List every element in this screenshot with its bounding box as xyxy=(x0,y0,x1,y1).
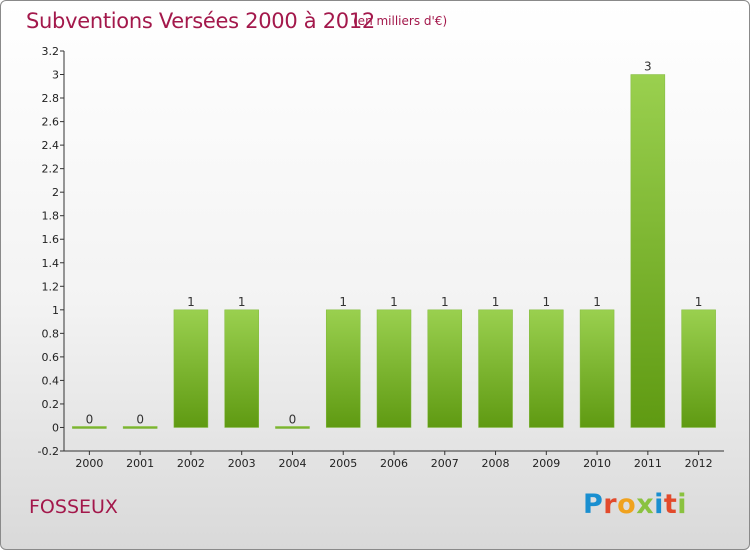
logo-letter: x xyxy=(636,489,655,520)
y-tick-label: 3 xyxy=(52,69,59,82)
data-label-2010: 1 xyxy=(593,295,601,309)
proxiti-logo[interactable]: Proxiti xyxy=(583,489,687,520)
y-tick-label: 2.4 xyxy=(42,139,60,152)
bar-2007 xyxy=(427,309,463,428)
logo-letter: r xyxy=(603,489,618,520)
x-tick-label: 2012 xyxy=(685,457,713,470)
y-tick-label: 0.4 xyxy=(42,374,60,387)
x-tick-label: 2011 xyxy=(634,457,662,470)
bar-2010 xyxy=(579,309,615,428)
bar-2009 xyxy=(529,309,564,428)
bar-2003 xyxy=(224,309,259,428)
bar-2002 xyxy=(173,309,209,428)
data-label-2003: 1 xyxy=(238,295,246,309)
data-label-2012: 1 xyxy=(695,295,703,309)
y-tick-label: 0.8 xyxy=(42,327,60,340)
bar-2004 xyxy=(275,426,310,429)
x-tick-label: 2009 xyxy=(532,457,560,470)
logo-letter: i xyxy=(677,489,688,520)
logo-letter: o xyxy=(617,489,637,520)
y-tick-label: 0.6 xyxy=(42,351,60,364)
data-label-2009: 1 xyxy=(542,295,550,309)
logo-letter: P xyxy=(583,489,604,520)
bar-2006 xyxy=(376,309,412,428)
y-tick-label: 2 xyxy=(52,186,59,199)
y-tick-label: -0.2 xyxy=(38,445,59,458)
data-label-2005: 1 xyxy=(339,295,347,309)
bar-2005 xyxy=(325,309,361,428)
y-tick-label: 2.8 xyxy=(42,92,60,105)
bar-2008 xyxy=(478,309,513,428)
y-tick-label: 0.2 xyxy=(42,398,60,411)
x-tick-label: 2006 xyxy=(380,457,408,470)
y-tick-label: 1.2 xyxy=(42,280,60,293)
data-label-2006: 1 xyxy=(390,295,398,309)
data-label-2011: 3 xyxy=(644,60,652,74)
bar-layer xyxy=(72,74,716,429)
y-tick-label: 1.6 xyxy=(42,233,60,246)
axis-layer: -0.2 0 0.2 0.4 0.6 0.8 1 1.2 1.4 1.6 1.8 2 2.2 2.4 2.6… xyxy=(38,45,724,470)
bar-2012 xyxy=(681,309,716,428)
x-tick-label: 2001 xyxy=(126,457,154,470)
x-tick-label: 2005 xyxy=(329,457,357,470)
data-label-2004: 0 xyxy=(289,412,297,426)
x-tick-label: 2002 xyxy=(177,457,205,470)
bar-2001 xyxy=(122,426,158,429)
x-tick-label: 2007 xyxy=(431,457,459,470)
x-tick-label: 2003 xyxy=(228,457,256,470)
y-tick-label: 2.2 xyxy=(42,163,60,176)
commune-name: FOSSEUX xyxy=(29,496,118,518)
logo-letter: i xyxy=(654,489,664,520)
data-label-2001: 0 xyxy=(136,412,144,426)
x-tick-label: 2008 xyxy=(482,457,510,470)
y-tick-label: 1.8 xyxy=(42,210,60,223)
data-label-2007: 1 xyxy=(441,295,449,309)
y-tick-label: 0 xyxy=(52,421,59,434)
unit-note: (en milliers d'€) xyxy=(353,14,448,28)
x-tick-label: 2010 xyxy=(583,457,611,470)
bar-2011 xyxy=(630,74,666,428)
y-tick-label: 1.4 xyxy=(42,257,60,270)
bar-2000 xyxy=(72,426,107,429)
x-tick-label: 2004 xyxy=(278,457,306,470)
logo-letter: t xyxy=(663,489,678,520)
x-tick-label: 2000 xyxy=(75,457,103,470)
label-layer: 0 0 1 1 0 1 1 1 1 1 1 3 1 xyxy=(86,60,703,427)
y-tick-label: 2.6 xyxy=(42,116,60,129)
data-label-2008: 1 xyxy=(492,295,500,309)
data-label-2002: 1 xyxy=(187,295,195,309)
y-tick-label: 3.2 xyxy=(42,45,60,58)
chart-title: Subventions Versées 2000 à 2012 xyxy=(26,9,375,33)
y-tick-label: 1 xyxy=(52,304,59,317)
data-label-2000: 0 xyxy=(86,412,94,426)
